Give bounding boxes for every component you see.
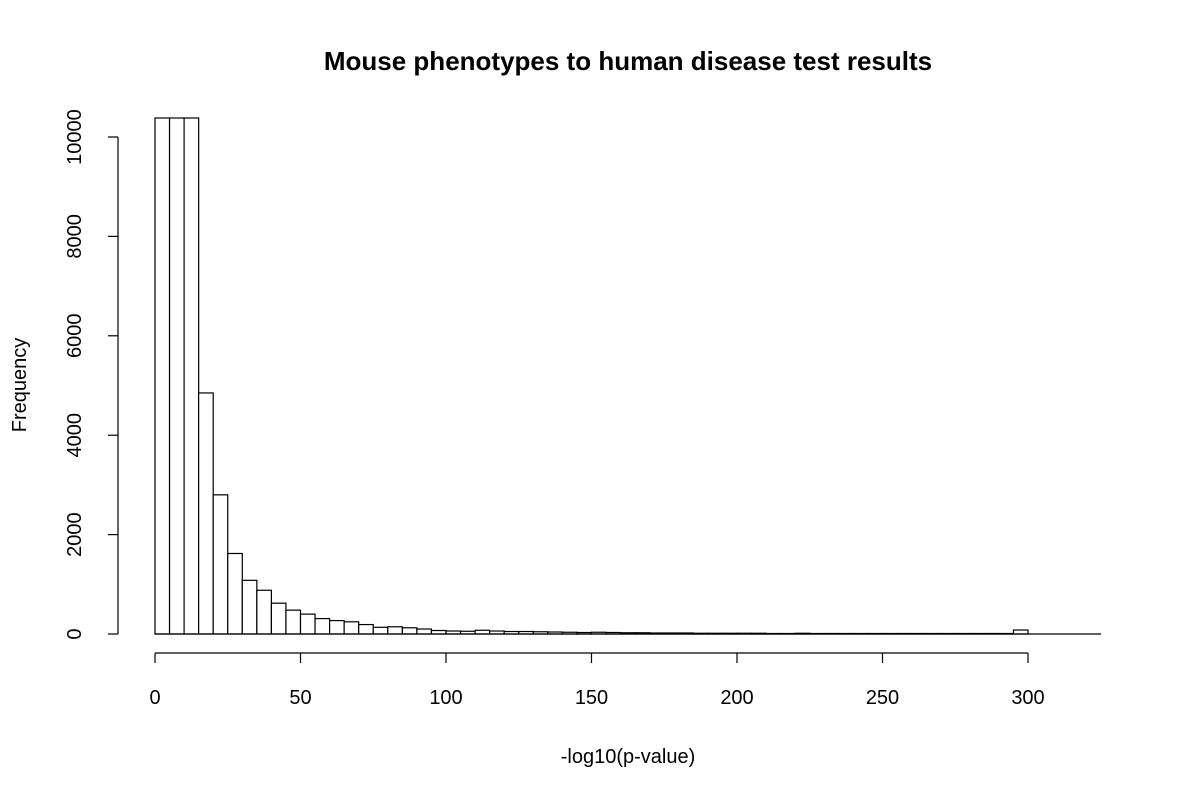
y-axis: 0 2000 4000 6000 8000 10000 [64, 109, 119, 640]
histogram-bar [183, 117, 200, 635]
chart-title: Mouse phenotypes to human disease test r… [324, 46, 932, 76]
x-tick-label: 100 [429, 687, 462, 709]
histogram-bar [372, 626, 389, 635]
x-axis: 0 50 100 150 200 250 300 [149, 652, 1045, 709]
y-tick-label: 8000 [64, 214, 86, 259]
x-tick-label: 0 [149, 687, 160, 709]
x-tick-label: 50 [289, 687, 311, 709]
y-axis-label: Frequency [9, 338, 31, 433]
y-tick-label: 10000 [64, 109, 86, 165]
x-axis-label: -log10(p-value) [561, 746, 696, 768]
x-tick-label: 200 [720, 687, 753, 709]
histogram-bars [154, 117, 1029, 635]
x-tick-label: 250 [866, 687, 899, 709]
histogram-bar [270, 602, 287, 635]
histogram-bar [154, 117, 171, 635]
histogram-bar [329, 619, 345, 635]
x-tick-label: 150 [575, 687, 608, 709]
histogram-bar [256, 589, 273, 635]
y-tick-label: 4000 [64, 413, 86, 458]
histogram-bar [285, 609, 302, 635]
histogram-bar [401, 627, 418, 635]
y-tick-label: 0 [64, 628, 86, 639]
histogram-bar [314, 617, 331, 635]
histogram-bar [227, 552, 243, 635]
histogram-bar [299, 613, 316, 635]
histogram-bar [343, 621, 360, 635]
histogram-bar [241, 579, 258, 635]
histogram-bar [387, 626, 403, 635]
histogram-bar [416, 628, 433, 635]
histogram-bar [358, 623, 374, 635]
histogram-bar [198, 392, 214, 635]
histogram-bar [168, 117, 185, 635]
y-tick-label: 6000 [64, 314, 86, 359]
x-tick-label: 300 [1011, 687, 1044, 709]
y-tick-label: 2000 [64, 512, 86, 557]
histogram-bar [212, 494, 229, 635]
